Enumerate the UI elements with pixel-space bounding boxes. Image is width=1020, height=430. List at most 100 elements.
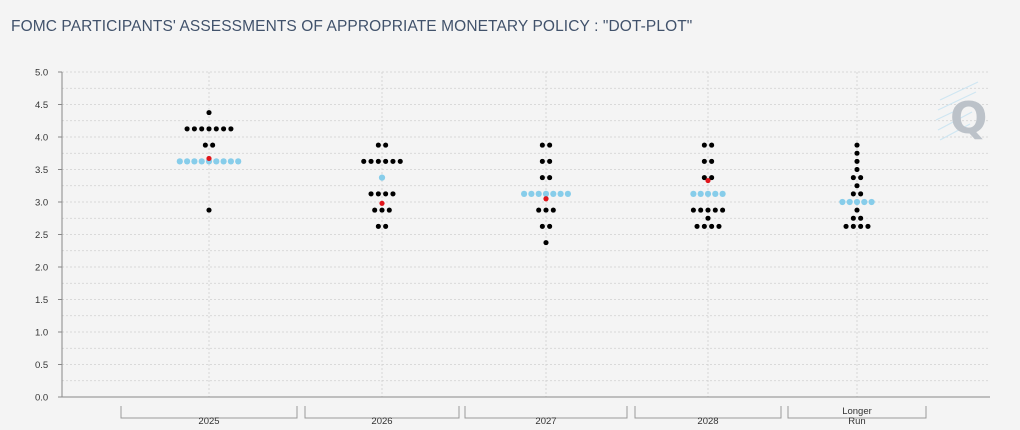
logo: Q [935,81,987,144]
median-dot [542,190,550,197]
participant-dot [701,223,708,230]
participant-dot [220,125,227,132]
participant-dot [853,182,861,189]
median-dot [550,190,557,197]
participant-dot [227,125,234,132]
participant-dot [853,166,861,173]
median-dot [697,190,704,197]
participant-dot [205,207,213,214]
median-dot [191,158,198,165]
participant-dot [850,190,857,197]
participant-dot [701,174,708,181]
participant-dot [853,150,861,157]
participant-dot [850,223,857,230]
participant-dot [209,142,216,149]
logo-streaks [935,81,979,141]
x-category-bracket [464,406,628,419]
participant-dot [704,207,712,214]
median-dot [868,198,875,206]
participant-dot [853,142,861,149]
median-dot [220,158,227,165]
x-tick-label: 2028 [697,416,718,427]
median-dot [690,190,697,197]
median-dot [176,158,183,165]
median-dot [521,190,528,197]
y-tick-label: 2.0 [35,263,48,274]
participant-dot [371,207,378,214]
x-tick-label: 2025 [198,416,219,427]
participant-dot [550,207,557,214]
participant-dot [382,158,389,165]
x-category-bracket [634,406,782,419]
y-tick-label: 0.0 [35,393,48,404]
median-dot [378,174,386,181]
participant-dot [375,142,382,149]
participant-dot [857,215,864,222]
x-tick-label: 2027 [535,416,556,427]
median-dot [557,190,564,197]
participant-dot [191,125,198,132]
median-dot [846,198,853,206]
participant-dot [715,223,723,230]
highlight-dot [206,155,212,162]
highlight-dot [705,177,711,184]
participant-dot [712,207,719,214]
participant-dot [382,190,389,197]
participant-dot [368,158,375,165]
participant-dot [708,158,715,165]
y-tick-label: 0.5 [35,360,48,371]
participant-dot [701,142,708,149]
participant-dot [368,190,375,197]
participant-dot [389,158,397,165]
participant-dot [708,223,715,230]
participant-dot [546,142,553,149]
y-tick-label: 1.0 [35,328,48,339]
participant-dot [690,207,697,214]
participant-dot [857,223,864,230]
participant-dot [198,125,205,132]
x-tick-label: 2026 [371,416,392,427]
participant-dot [382,223,389,230]
participant-dot [542,239,550,246]
median-dot [213,158,220,165]
y-tick-label: 2.5 [35,230,48,241]
participant-dot [850,215,857,222]
participant-dot [397,158,404,165]
participant-dot [853,207,861,214]
participant-dot [546,174,553,181]
median-dot [564,190,572,197]
participant-dot [375,158,382,165]
participant-dot [694,223,701,230]
participant-dot [850,174,857,181]
participant-dot [375,223,382,230]
participant-dot [378,207,386,214]
median-dot [704,190,712,197]
y-axis-ticks: 0.0 0.5 1.0 1.5 2.0 2.5 3.0 3.5 4.0 4.5 5.0 [35,68,62,404]
dots [176,109,875,246]
participant-dot [386,207,393,214]
participant-dot [843,223,850,230]
participant-dot [539,158,546,165]
participant-dot [857,190,864,197]
highlight-dot [379,200,385,206]
participant-dot [202,142,209,149]
participant-dot [205,109,213,116]
median-dot [535,190,542,197]
x-category-bracket [120,406,298,419]
median-dot [719,190,726,197]
median-dot [528,190,535,197]
participant-dot [542,207,550,214]
participant-dot [213,125,220,132]
participant-dot [539,142,546,149]
median-dot [235,158,242,165]
median-dot [227,158,234,165]
x-tick-label: Longer [842,406,872,417]
participant-dot [546,158,553,165]
chart-title: FOMC PARTICIPANTS' ASSESSMENTS OF APPROP… [11,18,693,35]
participant-dot [539,223,546,230]
median-dot [861,198,868,206]
median-dot [198,158,205,165]
participant-dot [857,174,864,181]
